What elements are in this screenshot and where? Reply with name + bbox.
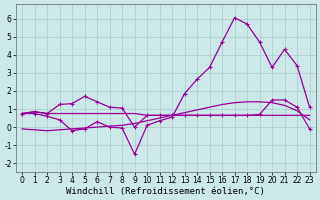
X-axis label: Windchill (Refroidissement éolien,°C): Windchill (Refroidissement éolien,°C) — [66, 187, 265, 196]
